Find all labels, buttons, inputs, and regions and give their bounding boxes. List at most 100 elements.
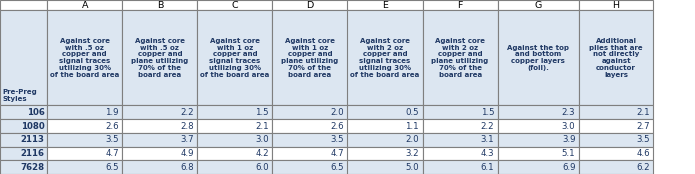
Text: G: G [534,1,542,10]
Text: 3.5: 3.5 [636,135,650,144]
Bar [348,147,423,160]
Bar [498,119,579,133]
Bar [197,0,272,10]
Text: 6.8: 6.8 [180,163,194,172]
Text: 2116: 2116 [20,149,44,158]
Text: A: A [81,1,88,10]
Text: 1.1: 1.1 [405,121,419,130]
Bar [0,160,47,174]
Text: 4.2: 4.2 [255,149,269,158]
Bar [423,133,498,147]
Text: Against core
with 2 oz
copper and
plane utilizing
70% of the
board area: Against core with 2 oz copper and plane … [432,38,489,78]
Bar [579,0,653,10]
Bar [498,133,579,147]
Bar [423,119,498,133]
Text: Against core
with .5 oz
copper and
plane utilizing
70% of the
board area: Against core with .5 oz copper and plane… [131,38,188,78]
Text: 6.5: 6.5 [330,163,344,172]
Bar [579,147,653,160]
Text: 6.9: 6.9 [562,163,575,172]
Text: 0.5: 0.5 [405,108,419,117]
Bar [0,119,47,133]
Text: 3.2: 3.2 [405,149,419,158]
Text: 4.3: 4.3 [480,149,494,158]
Bar [47,160,122,174]
Bar [498,105,579,119]
Bar [0,147,47,160]
Text: 4.7: 4.7 [105,149,119,158]
Bar [122,147,197,160]
Text: Against core
with 1 oz
copper and
plane utilizing
70% of the
board area: Against core with 1 oz copper and plane … [281,38,338,78]
Bar [348,119,423,133]
Text: Against core
with 2 oz
copper and
signal traces
utilizing 30%
of the board area: Against core with 2 oz copper and signal… [350,38,420,78]
Text: 106: 106 [26,108,44,117]
Text: C: C [231,1,238,10]
Text: 3.5: 3.5 [105,135,119,144]
Text: 2.6: 2.6 [105,121,119,130]
Text: B: B [156,1,163,10]
Bar [348,0,423,10]
Bar [272,160,348,174]
Bar [348,105,423,119]
Text: 6.2: 6.2 [636,163,650,172]
Text: 2.2: 2.2 [480,121,494,130]
Bar [0,133,47,147]
Text: 2.1: 2.1 [636,108,650,117]
Bar [47,10,122,105]
Text: 6.5: 6.5 [105,163,119,172]
Bar [272,0,348,10]
Bar [272,10,348,105]
Bar [579,105,653,119]
Text: 5.1: 5.1 [562,149,575,158]
Bar [122,160,197,174]
Text: 6.1: 6.1 [480,163,494,172]
Text: Against core
with .5 oz
copper and
signal traces
utilizing 30%
of the board area: Against core with .5 oz copper and signa… [50,38,120,78]
Text: 3.7: 3.7 [180,135,194,144]
Text: 2.7: 2.7 [636,121,650,130]
Bar [197,147,272,160]
Text: 2.6: 2.6 [330,121,344,130]
Bar [122,10,197,105]
Text: 2.8: 2.8 [180,121,194,130]
Bar [348,133,423,147]
Bar [272,133,348,147]
Bar [197,105,272,119]
Text: 1.9: 1.9 [106,108,119,117]
Bar [498,10,579,105]
Bar [348,160,423,174]
Bar [348,10,423,105]
Bar [498,147,579,160]
Bar [272,147,348,160]
Bar [0,10,47,105]
Bar [122,133,197,147]
Bar [423,10,498,105]
Bar [122,105,197,119]
Text: 4.6: 4.6 [636,149,650,158]
Bar [0,105,47,119]
Bar [197,160,272,174]
Text: 3.9: 3.9 [562,135,575,144]
Bar [47,133,122,147]
Bar [498,0,579,10]
Text: 2.0: 2.0 [405,135,419,144]
Bar [0,0,47,10]
Bar [579,119,653,133]
Bar [122,0,197,10]
Bar [423,105,498,119]
Bar [122,119,197,133]
Text: 3.0: 3.0 [562,121,575,130]
Text: H: H [612,1,620,10]
Bar [197,10,272,105]
Text: Against core
with 1 oz
copper and
signal traces
utilizing 30%
of the board area: Against core with 1 oz copper and signal… [200,38,270,78]
Text: 2113: 2113 [20,135,44,144]
Text: 3.5: 3.5 [330,135,344,144]
Text: 5.0: 5.0 [405,163,419,172]
Text: D: D [306,1,313,10]
Text: 4.9: 4.9 [181,149,194,158]
Bar [423,160,498,174]
Bar [197,133,272,147]
Bar [423,0,498,10]
Text: 3.0: 3.0 [255,135,269,144]
Bar [272,105,348,119]
Bar [579,133,653,147]
Bar [579,160,653,174]
